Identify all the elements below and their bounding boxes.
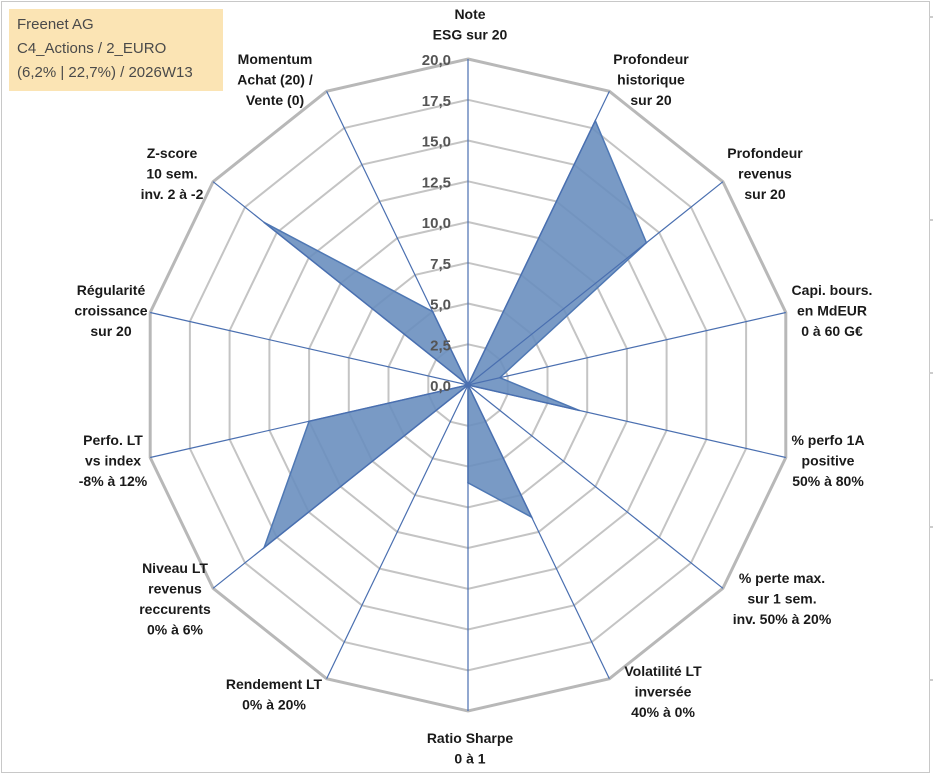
- axis-label-14: Momentum Achat (20) / Vente (0): [237, 51, 313, 108]
- spoke-9: [326, 384, 469, 679]
- spoke-6: [467, 384, 724, 589]
- edge-mark: [929, 372, 933, 374]
- spoke-10: [212, 384, 469, 589]
- edge-mark: [929, 679, 933, 681]
- tick-label: 0,0: [430, 378, 451, 395]
- tick-label: 17,5: [422, 93, 451, 110]
- spoke-4: [467, 311, 786, 386]
- spoke-7: [467, 384, 610, 679]
- tick-label: 10,0: [422, 215, 451, 232]
- axis-label-1: Note ESG sur 20: [433, 6, 508, 43]
- axis-label-6: % perte max. sur 1 sem. inv. 50% à 20%: [733, 570, 832, 627]
- axis-label-7: Volatilité LT inversée 40% à 0%: [624, 663, 702, 720]
- edge-mark: [929, 526, 933, 528]
- tick-label: 5,0: [430, 297, 451, 314]
- tick-label: 15,0: [422, 134, 451, 151]
- spoke-14: [326, 91, 469, 386]
- spoke-5: [467, 384, 786, 459]
- tick-label: 20,0: [422, 52, 451, 69]
- axis-label-11: Perfo. LT vs index -8% à 12%: [79, 432, 148, 489]
- axis-label-13: Z-score 10 sem. inv. 2 à -2: [141, 145, 204, 202]
- tick-label: 2,5: [430, 337, 451, 354]
- label-layer: Note ESG sur 20 Profondeur historique sur 20…: [74, 6, 872, 767]
- company-name: Freenet AG: [17, 16, 94, 33]
- axis-label-4: Capi. bours. en MdEUR 0 à 60 G€: [792, 282, 873, 339]
- spoke-12: [150, 311, 469, 386]
- spoke-2: [467, 91, 610, 386]
- axis-label-2: Profondeur historique sur 20: [613, 51, 689, 108]
- axis-label-12: Régularité croissance sur 20: [74, 282, 147, 339]
- spoke-3: [467, 181, 724, 386]
- tick-label: 12,5: [422, 174, 451, 191]
- axis-label-5: % perfo 1A positive 50% à 80%: [791, 432, 864, 489]
- edge-mark: [929, 16, 933, 18]
- axis-label-3: Profondeur revenus sur 20: [727, 145, 803, 202]
- portfolio-name: C4_Actions / 2_EURO: [17, 40, 167, 57]
- axis-label-9: Rendement LT 0% à 20%: [226, 676, 323, 713]
- tick-label: 7,5: [430, 256, 451, 273]
- spoke-11: [150, 384, 469, 459]
- axis-label-10: Niveau LT revenus reccurents 0% à 6%: [139, 560, 211, 638]
- spoke-13: [212, 181, 469, 386]
- edge-mark: [929, 219, 933, 221]
- spoke-layer: [150, 59, 786, 711]
- portfolio-stats: (6,2% | 22,7%) / 2026W13: [17, 64, 193, 81]
- axis-label-8: Ratio Sharpe 0 à 1: [427, 730, 514, 767]
- info-box: Freenet AG C4_Actions / 2_EURO (6,2% | 2…: [9, 9, 223, 91]
- tick-layer: 0,0 2,5 5,0 7,5 10,0 12,5 15,0 17,5 20,0: [422, 52, 451, 395]
